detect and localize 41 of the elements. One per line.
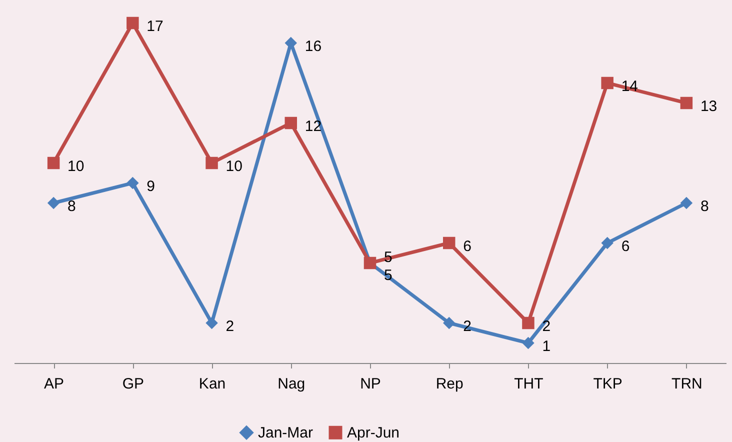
point (601, 76, 614, 90)
data-label: 16 (304, 38, 322, 55)
data-label: 8 (68, 198, 76, 215)
point (126, 16, 139, 30)
data-label: 10 (226, 158, 242, 175)
point (522, 336, 534, 350)
x-tick-label: Nag (278, 376, 306, 392)
x-tick-label: TKP (593, 376, 622, 392)
data-label: 2 (542, 318, 551, 335)
point (126, 176, 139, 190)
x-tick-label: AP (44, 376, 64, 392)
point (522, 316, 534, 330)
point (47, 196, 60, 210)
x-tick-label: THT (514, 376, 544, 392)
point (601, 236, 614, 250)
legend-label: Jan-Mar (258, 424, 314, 442)
point (680, 196, 693, 210)
data-label: 5 (384, 249, 392, 266)
point (284, 116, 298, 130)
data-label: 8 (700, 198, 709, 215)
data-label: 13 (700, 98, 718, 115)
x-tick-label: GP (122, 376, 144, 392)
legend-label: Apr-Jun (347, 424, 400, 442)
x-tick-label: TRN (672, 376, 702, 392)
point (442, 316, 456, 330)
data-label: 17 (146, 18, 164, 35)
x-tick-label: Rep (436, 376, 464, 392)
point (47, 156, 60, 170)
data-label: 6 (621, 238, 630, 255)
data-label: 1 (542, 338, 551, 355)
x-tick-label: Kan (198, 376, 226, 392)
point (680, 96, 693, 110)
data-label: 6 (463, 238, 472, 255)
point (206, 316, 218, 330)
data-label: 2 (226, 318, 234, 335)
data-label: 2 (463, 318, 472, 335)
data-label: 10 (68, 158, 84, 175)
point (442, 236, 456, 250)
x-tick-label: NP (360, 376, 381, 392)
data-label: 9 (146, 178, 156, 195)
point (206, 156, 218, 170)
